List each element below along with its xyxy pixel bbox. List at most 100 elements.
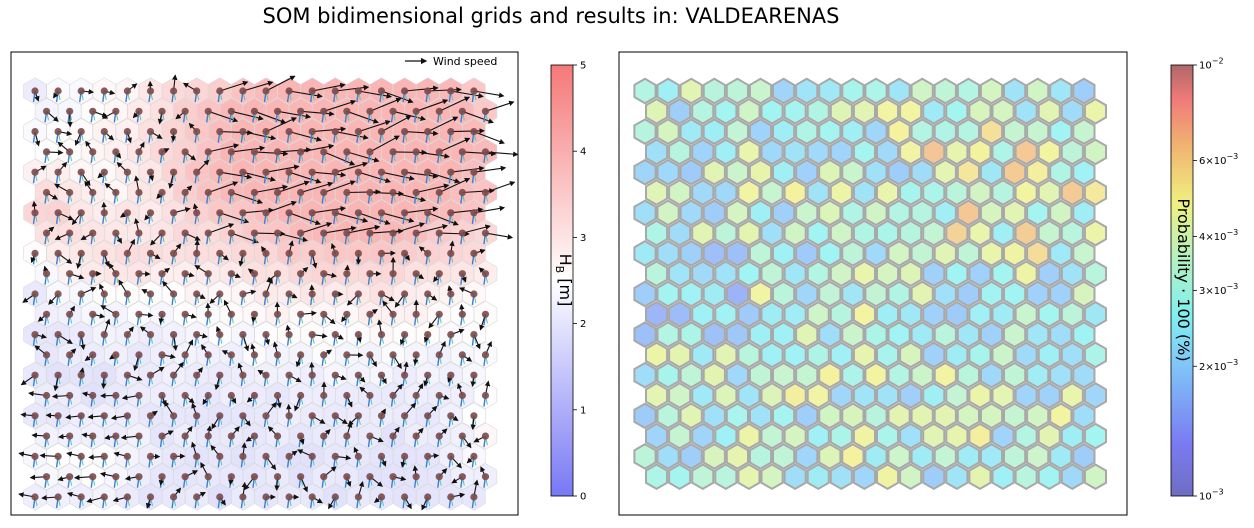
prob-hex-cell bbox=[679, 280, 703, 308]
node-dot bbox=[54, 249, 62, 257]
node-dot bbox=[181, 473, 189, 481]
prob-hex-cell bbox=[1083, 341, 1107, 369]
prob-hex-cell bbox=[1060, 97, 1084, 125]
node-dot bbox=[42, 229, 51, 237]
prob-hex-cell bbox=[714, 382, 738, 409]
node-dot bbox=[481, 351, 490, 359]
node-dot bbox=[262, 371, 270, 379]
prob-hex-cell bbox=[1026, 280, 1050, 308]
prob-hex-cell bbox=[864, 402, 888, 430]
node-dot bbox=[389, 310, 397, 318]
prob-hex-cell bbox=[679, 443, 703, 470]
prob-hex-cell bbox=[1049, 443, 1073, 470]
node-dot bbox=[193, 331, 201, 339]
prob-hex-cell bbox=[691, 97, 715, 125]
colorbar-tick-label: 0 bbox=[580, 492, 586, 503]
prob-hex-cell bbox=[795, 158, 819, 186]
node-dot bbox=[435, 391, 443, 400]
prob-hex-cell bbox=[1072, 443, 1096, 470]
wind-arrow bbox=[462, 110, 494, 124]
prob-hex-cell bbox=[922, 97, 946, 125]
node-dot bbox=[389, 432, 397, 440]
wind-arrow bbox=[404, 130, 439, 137]
prob-hex-cell bbox=[818, 240, 842, 267]
prob-hex-cell bbox=[633, 118, 657, 145]
prob-hex-cell bbox=[910, 361, 934, 389]
prob-hex-cell bbox=[899, 300, 923, 328]
node-dot bbox=[343, 188, 351, 197]
node-dot bbox=[366, 229, 374, 237]
node-dot bbox=[458, 188, 466, 197]
prob-hex-cell bbox=[714, 300, 738, 328]
wind-arrow bbox=[300, 110, 335, 117]
node-dot bbox=[285, 412, 293, 420]
prob-hex-cell bbox=[748, 321, 773, 348]
wind-arrow bbox=[312, 126, 347, 133]
node-dot bbox=[158, 310, 166, 318]
node-dot bbox=[216, 452, 224, 460]
prob-hex-cell bbox=[933, 240, 957, 267]
node-dot bbox=[112, 351, 120, 359]
node-dot bbox=[31, 452, 39, 460]
node-dot bbox=[273, 432, 282, 440]
prob-hex-cell bbox=[772, 158, 796, 186]
prob-hex-cell bbox=[910, 321, 934, 348]
wind-arrow bbox=[450, 90, 484, 99]
node-dot bbox=[158, 107, 166, 115]
node-dot bbox=[250, 391, 259, 400]
prob-hex-cell bbox=[1049, 118, 1073, 145]
node-dot bbox=[193, 290, 201, 298]
prob-hex-cell bbox=[852, 422, 876, 450]
node-dot bbox=[366, 391, 374, 400]
prob-hex-cell bbox=[887, 402, 911, 430]
node-dot bbox=[412, 188, 420, 197]
wind-arrow bbox=[392, 110, 427, 121]
prob-hex-cell bbox=[1003, 199, 1027, 227]
wind-arrow bbox=[462, 150, 497, 157]
prob-hex-cell bbox=[1037, 300, 1061, 328]
colorbar-tick-label: 2×10−3 bbox=[1199, 358, 1238, 373]
prob-hex-cell bbox=[783, 179, 807, 206]
node-dot bbox=[123, 87, 131, 95]
prob-hex-cell bbox=[979, 199, 1004, 227]
prob-hex-cell bbox=[772, 118, 796, 145]
node-dot bbox=[135, 107, 143, 115]
wind-arrow bbox=[369, 97, 402, 112]
node-dot bbox=[216, 371, 224, 379]
prob-hex-cell bbox=[806, 382, 830, 409]
prob-hex-cell bbox=[933, 321, 957, 348]
prob-hex-cell bbox=[760, 422, 784, 450]
prob-hex-cell bbox=[760, 341, 784, 369]
node-dot bbox=[412, 148, 420, 156]
wind-arrow bbox=[242, 171, 276, 182]
node-dot bbox=[285, 452, 293, 460]
node-dot bbox=[100, 331, 108, 339]
node-dot bbox=[227, 351, 235, 359]
node-dot bbox=[366, 310, 374, 318]
wind-arrow bbox=[208, 143, 240, 153]
prob-hex-cell bbox=[979, 240, 1004, 267]
prob-hex-cell bbox=[1026, 158, 1050, 186]
prob-hex-cell bbox=[945, 341, 969, 369]
node-dot bbox=[135, 351, 143, 359]
prob-hex-cell bbox=[1060, 260, 1084, 288]
node-dot bbox=[77, 371, 85, 379]
node-dot bbox=[470, 128, 478, 136]
prob-hex-cell bbox=[1072, 118, 1096, 145]
node-dot bbox=[216, 168, 224, 176]
node-dot bbox=[31, 493, 39, 501]
prob-hex-cell bbox=[679, 118, 703, 145]
prob-hex-cell bbox=[748, 443, 773, 470]
node-dot bbox=[66, 351, 74, 359]
node-dot bbox=[354, 331, 362, 339]
prob-hex-cell bbox=[1014, 97, 1038, 125]
node-dot bbox=[123, 452, 131, 460]
wind-arrow bbox=[381, 171, 415, 181]
wind-arrow bbox=[473, 165, 507, 173]
prob-hex-cell bbox=[645, 382, 669, 409]
prob-hex-cell bbox=[806, 97, 830, 125]
node-dot bbox=[343, 351, 351, 359]
node-dot bbox=[470, 249, 478, 257]
node-dot bbox=[227, 107, 235, 115]
node-dot bbox=[181, 148, 189, 156]
